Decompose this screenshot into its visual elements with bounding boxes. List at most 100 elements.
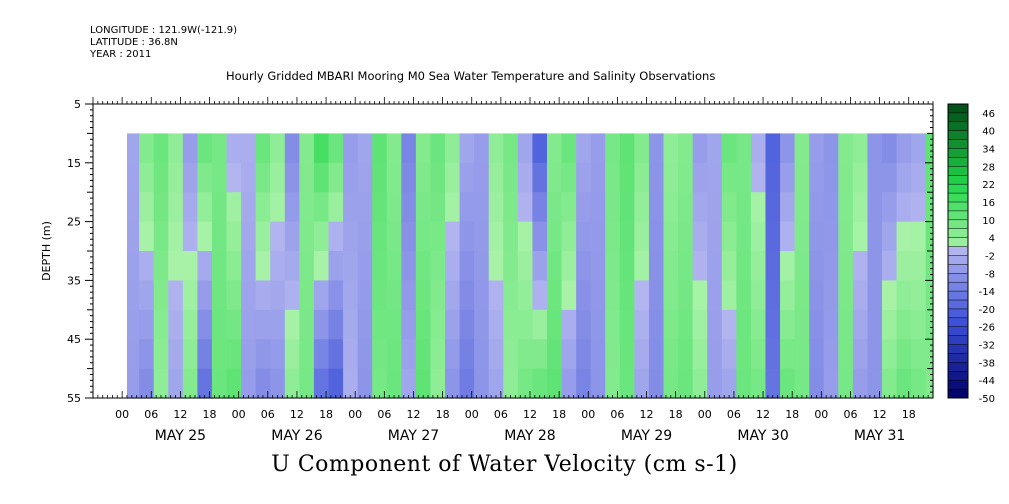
heatmap-cell — [386, 192, 402, 223]
heatmap-cell — [619, 368, 635, 399]
colorbar-swatch — [948, 344, 968, 354]
heatmap-cell — [780, 221, 796, 252]
heatmap-cell — [415, 280, 432, 311]
heatmap-cell — [896, 251, 912, 281]
heatmap-cell — [634, 251, 650, 281]
heatmap-cell — [590, 280, 606, 311]
heatmap-cell — [226, 221, 242, 252]
heatmap-cell — [241, 309, 257, 340]
heatmap-cell — [386, 280, 402, 311]
heatmap-cell — [532, 309, 548, 340]
heatmap-cell — [139, 162, 155, 193]
heatmap-cell — [561, 280, 577, 311]
heatmap-cell — [648, 339, 665, 370]
heatmap-cell — [838, 133, 854, 164]
heatmap-cell — [911, 162, 927, 193]
colorbar-label: -32 — [979, 341, 995, 352]
heatmap-cell — [445, 133, 461, 164]
heatmap-cell — [445, 192, 461, 223]
heatmap-cell — [882, 221, 898, 252]
heatmap-cell — [721, 192, 737, 223]
heatmap-cell — [386, 251, 402, 281]
heatmap-cell — [284, 192, 300, 223]
heatmap-cell — [852, 162, 869, 193]
heatmap-cell — [721, 133, 737, 164]
heatmap-cell — [226, 368, 242, 399]
chart-area: 5 15 25 35 45 55 DEPTH (m) 00 06 12 18 00 06 12 18 00 06… — [40, 97, 995, 444]
heatmap-cell — [313, 162, 330, 193]
heatmap-cell — [517, 192, 534, 223]
heatmap-cell — [255, 339, 271, 370]
heatmap-cell — [211, 221, 228, 252]
heatmap-cell — [911, 280, 927, 311]
heatmap-cell — [750, 368, 767, 399]
heatmap-cell — [867, 309, 883, 340]
colorbar-swatch — [948, 175, 968, 185]
heatmap-cell — [284, 368, 300, 399]
heatmap-cell — [619, 133, 635, 164]
heatmap-cell — [911, 221, 927, 252]
colorbar-label: 10 — [982, 216, 995, 227]
heatmap-cell — [590, 133, 606, 164]
colorbar-swatch — [948, 353, 968, 363]
heatmap-cell — [415, 368, 432, 399]
heatmap-cell — [226, 280, 242, 311]
colorbar-swatch — [948, 121, 968, 132]
colorbar-swatch — [948, 335, 968, 345]
heatmap-cell — [896, 192, 912, 223]
heatmap-cell — [445, 251, 461, 281]
heatmap-cell — [182, 251, 198, 281]
heatmap-cell — [126, 309, 140, 340]
heatmap-cell — [765, 309, 781, 340]
colorbar-label: 4 — [989, 234, 995, 245]
heatmap-cell — [313, 339, 330, 370]
heatmap-cell — [153, 192, 169, 223]
heatmap-cell — [721, 251, 737, 281]
heatmap-cell — [546, 368, 563, 399]
heatmap-cell — [736, 309, 752, 340]
heatmap-cell — [299, 221, 315, 252]
heatmap-cell — [678, 162, 694, 193]
x-hour-label: 06 — [377, 408, 391, 421]
heatmap-cell — [532, 368, 548, 399]
heatmap-cell — [605, 221, 621, 252]
heatmap-cell — [780, 133, 796, 164]
x-hour-label: 06 — [610, 408, 624, 421]
heatmap-cell — [328, 368, 344, 399]
heatmap-cell — [197, 280, 213, 311]
colorbar-label: 46 — [982, 109, 995, 120]
heatmap-cell — [168, 368, 184, 399]
heatmap-cell — [343, 192, 359, 223]
heatmap-cell — [328, 133, 344, 164]
heatmap-cell — [211, 339, 228, 370]
heatmap-cell — [372, 162, 388, 193]
heatmap-cell — [126, 133, 140, 164]
heatmap-cell — [765, 339, 781, 370]
heatmap-cell — [925, 251, 934, 281]
heatmap-cell — [299, 280, 315, 311]
heatmap-cell — [474, 309, 490, 340]
heatmap-cell — [882, 251, 898, 281]
heatmap-cell — [605, 251, 621, 281]
heatmap-cell — [430, 368, 446, 399]
heatmap-cell — [197, 251, 213, 281]
heatmap-cell — [823, 192, 839, 223]
heatmap-cell — [794, 162, 810, 193]
heatmap-cell — [197, 339, 213, 370]
heatmap-cell — [168, 192, 184, 223]
heatmap-cell — [561, 192, 577, 223]
heatmap-cell — [401, 133, 417, 164]
x-hour-label: 06 — [494, 408, 508, 421]
heatmap-cell — [605, 133, 621, 164]
heatmap-cell — [430, 309, 446, 340]
heatmap-cell — [168, 280, 184, 311]
heatmap-cell — [882, 368, 898, 399]
heatmap-cell — [197, 221, 213, 252]
heatmap-cell — [255, 280, 271, 311]
heatmap-cell — [838, 192, 854, 223]
heatmap-cell — [736, 192, 752, 223]
heatmap-cell — [503, 133, 519, 164]
y-tick-label: 35 — [67, 274, 81, 287]
heatmap-cell — [707, 192, 723, 223]
heatmap-cell — [430, 133, 446, 164]
